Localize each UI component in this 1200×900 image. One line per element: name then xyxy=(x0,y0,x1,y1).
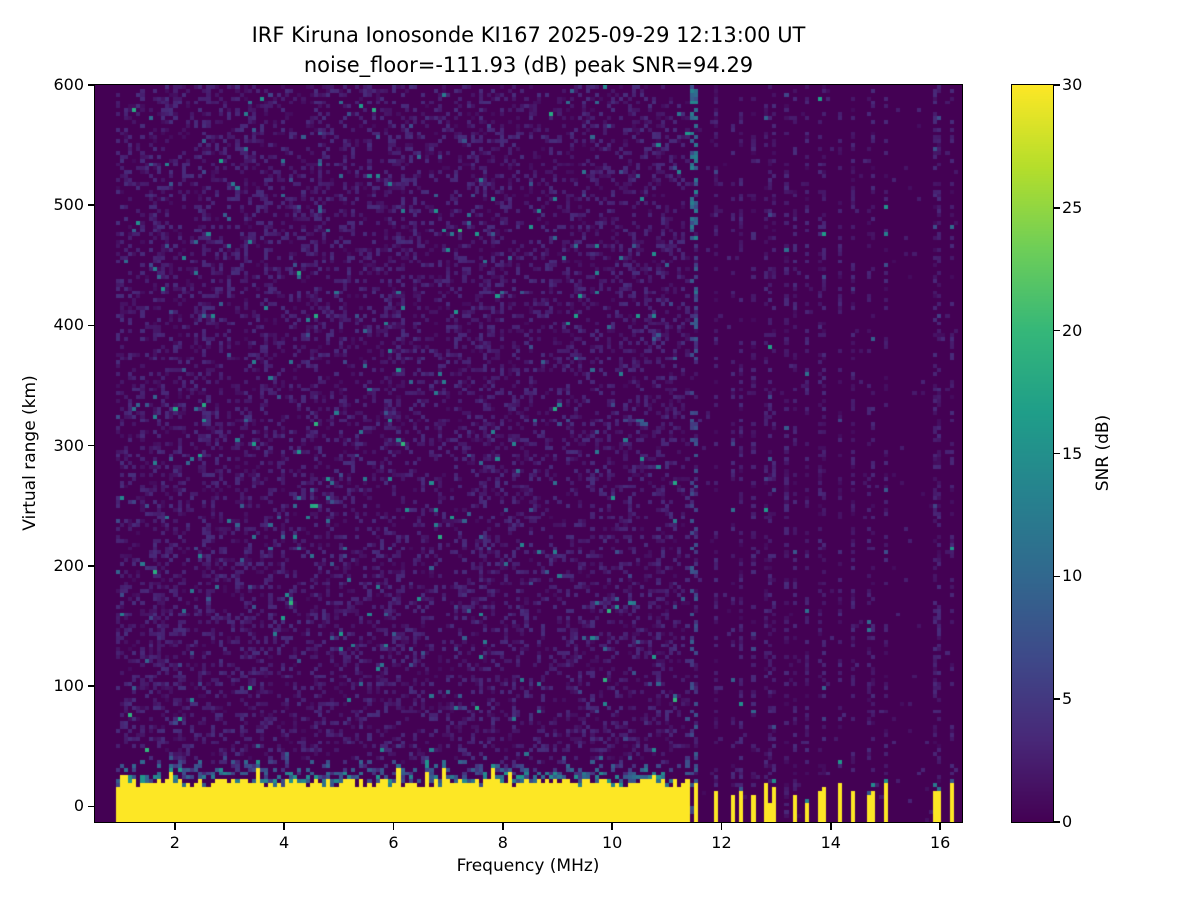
y-tick-label: 600 xyxy=(53,75,84,94)
y-tick-mark xyxy=(88,204,95,206)
colorbar-canvas xyxy=(1011,84,1054,823)
y-tick-label: 0 xyxy=(73,796,84,816)
y-tick-label: 400 xyxy=(53,315,84,335)
y-tick-label: 500 xyxy=(53,195,84,215)
x-tick-label: 10 xyxy=(601,833,623,852)
y-tick-mark xyxy=(88,444,95,447)
chart-title: IRF Kiruna Ionosonde KI167 2025-09-29 12… xyxy=(95,20,962,80)
y-tick-mark xyxy=(88,565,95,567)
y-tick-mark xyxy=(88,805,95,808)
x-tick-mark xyxy=(611,823,613,830)
y-tick-mark xyxy=(88,685,95,687)
colorbar-tick-label: 0 xyxy=(1062,812,1073,831)
x-tick-mark xyxy=(720,823,723,830)
colorbar-tick-label: 30 xyxy=(1062,75,1083,94)
colorbar-label: SNR (dB) xyxy=(1093,414,1113,492)
colorbar-tick-mark xyxy=(1054,207,1060,209)
x-tick-label: 2 xyxy=(169,833,180,852)
heatmap-canvas xyxy=(94,84,963,823)
colorbar-tick-mark xyxy=(1054,84,1060,86)
x-tick-label: 12 xyxy=(711,833,732,852)
colorbar-tick-label: 20 xyxy=(1062,320,1083,340)
chart-title-line-1: IRF Kiruna Ionosonde KI167 2025-09-29 12… xyxy=(251,23,806,47)
colorbar-tick-mark xyxy=(1054,821,1060,823)
x-axis-label: Frequency (MHz) xyxy=(456,856,600,876)
x-tick-mark xyxy=(283,823,285,830)
colorbar-tick-mark xyxy=(1054,698,1060,700)
x-tick-mark xyxy=(392,823,395,830)
colorbar-tick-mark xyxy=(1054,329,1060,332)
colorbar-tick-label: 5 xyxy=(1062,689,1073,709)
x-tick-mark xyxy=(502,823,504,830)
y-tick-mark xyxy=(88,84,95,86)
colorbar-tick-mark xyxy=(1054,452,1060,455)
y-tick-mark xyxy=(88,324,95,327)
x-tick-mark xyxy=(830,823,832,830)
x-tick-label: 4 xyxy=(279,833,290,852)
y-tick-label: 100 xyxy=(53,676,84,696)
colorbar-tick-label: 15 xyxy=(1062,443,1083,463)
colorbar-tick-label: 10 xyxy=(1062,566,1083,586)
x-tick-label: 8 xyxy=(497,833,508,852)
x-tick-mark xyxy=(174,823,176,830)
y-tick-label: 200 xyxy=(53,555,84,575)
y-tick-label: 300 xyxy=(53,435,84,455)
chart-title-line-2: noise_floor=-111.93 (dB) peak SNR=94.29 xyxy=(303,53,754,77)
x-tick-label: 14 xyxy=(820,833,841,852)
x-tick-label: 16 xyxy=(929,833,951,852)
colorbar-tick-mark xyxy=(1054,575,1060,578)
x-tick-label: 6 xyxy=(388,833,399,852)
colorbar-tick-label: 25 xyxy=(1062,197,1083,217)
x-tick-mark xyxy=(939,823,941,830)
